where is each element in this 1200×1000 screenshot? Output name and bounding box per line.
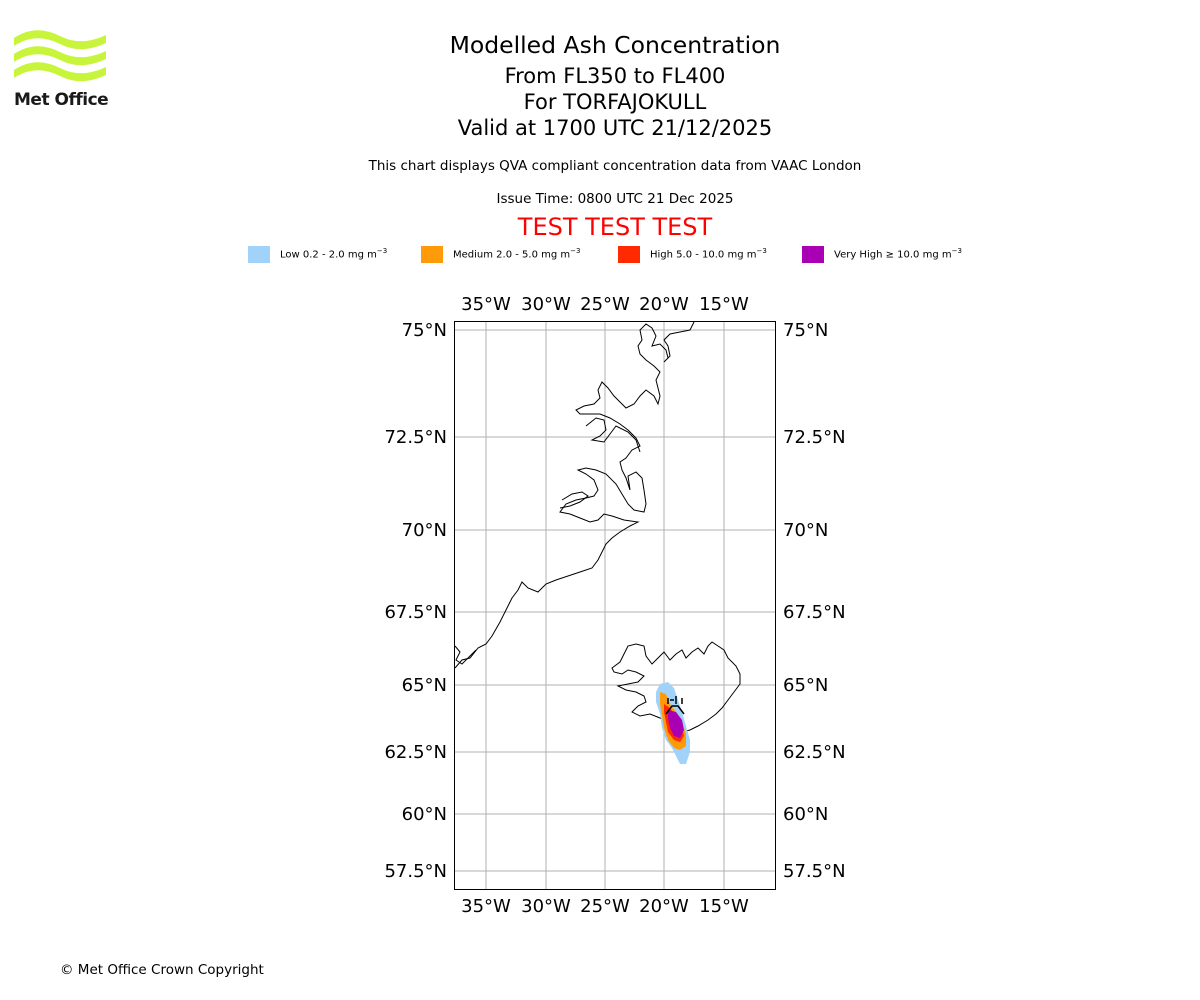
lat-tick-label: 62.5°N — [783, 742, 846, 763]
issue-time: Issue Time: 0800 UTC 21 Dec 2025 — [496, 191, 734, 207]
map-gridlines — [454, 321, 776, 890]
lon-tick-label: 30°W — [521, 896, 571, 917]
lon-tick-label: 15°W — [699, 896, 749, 917]
legend-label-very-high: Very High ≥ 10.0 mg m−3 — [834, 247, 962, 261]
greenland-island-1 — [454, 645, 477, 665]
flight-levels: From FL350 to FL400 — [504, 64, 726, 88]
lat-tick-label: 67.5°N — [783, 602, 846, 623]
lat-tick-label: 70°N — [783, 520, 828, 541]
met-office-waves-icon — [14, 30, 106, 82]
iceland-coastline — [611, 641, 741, 733]
legend-item-very-high: Very High ≥ 10.0 mg m−3 — [802, 245, 962, 263]
lon-labels-top: 35°W 30°W 25°W 20°W 15°W — [461, 294, 749, 315]
ash-area-very-high — [668, 710, 684, 738]
greenland-fjord-2 — [559, 491, 589, 509]
lon-tick-label: 20°W — [639, 896, 689, 917]
legend-label-high: High 5.0 - 10.0 mg m−3 — [650, 247, 767, 261]
copyright-notice: © Met Office Crown Copyright — [60, 962, 264, 978]
lat-tick-label: 70°N — [402, 520, 447, 541]
lat-tick-label: 72.5°N — [783, 427, 846, 448]
volcano-name: For TORFAJOKULL — [523, 90, 707, 114]
lat-tick-label: 62.5°N — [384, 742, 447, 763]
lat-tick-label: 57.5°N — [783, 861, 846, 882]
lat-tick-label: 72.5°N — [384, 427, 447, 448]
lat-tick-label: 65°N — [402, 675, 447, 696]
legend-swatch-high — [618, 245, 640, 263]
lon-tick-label: 35°W — [461, 896, 511, 917]
lat-labels-left: 75°N 72.5°N 70°N 67.5°N 65°N 62.5°N 60°N 57.5°N — [384, 320, 447, 882]
chart-description: This chart displays QVA compliant concen… — [368, 158, 862, 174]
test-banner: TEST TEST TEST — [517, 213, 713, 241]
lat-tick-label: 75°N — [783, 320, 828, 341]
lon-tick-label: 25°W — [580, 896, 630, 917]
legend-swatch-low — [248, 245, 270, 263]
greenland-coastline — [454, 321, 695, 669]
lat-tick-label: 65°N — [783, 675, 828, 696]
lon-tick-label: 35°W — [461, 294, 511, 315]
lat-tick-label: 75°N — [402, 320, 447, 341]
legend-swatch-very-high — [802, 245, 824, 263]
met-office-logo: Met Office — [14, 30, 109, 112]
greenland-fjord-1 — [585, 417, 641, 453]
lat-tick-label: 67.5°N — [384, 602, 447, 623]
lat-tick-label: 60°N — [402, 804, 447, 825]
lon-tick-label: 30°W — [521, 294, 571, 315]
lon-tick-label: 20°W — [639, 294, 689, 315]
lon-tick-label: 15°W — [699, 294, 749, 315]
legend-item-high: High 5.0 - 10.0 mg m−3 — [618, 245, 767, 263]
legend-label-medium: Medium 2.0 - 5.0 mg m−3 — [453, 247, 581, 261]
legend-item-medium: Medium 2.0 - 5.0 mg m−3 — [421, 245, 580, 263]
valid-time: Valid at 1700 UTC 21/12/2025 — [457, 116, 773, 140]
logo-text: Met Office — [14, 90, 109, 110]
map-frame — [454, 321, 776, 890]
legend-swatch-medium — [421, 245, 443, 263]
lon-labels-bottom: 35°W 30°W 25°W 20°W 15°W — [461, 896, 749, 917]
volcano-marker-icon — [665, 696, 685, 715]
lat-tick-label: 60°N — [783, 804, 828, 825]
lat-tick-label: 57.5°N — [384, 861, 447, 882]
chart-title: Modelled Ash Concentration — [449, 31, 781, 59]
legend-item-low: Low 0.2 - 2.0 mg m−3 — [248, 245, 387, 263]
legend-label-low: Low 0.2 - 2.0 mg m−3 — [280, 247, 388, 261]
lon-tick-label: 25°W — [580, 294, 630, 315]
lat-labels-right: 75°N 72.5°N 70°N 67.5°N 65°N 62.5°N 60°N 57.5°N — [783, 320, 846, 882]
